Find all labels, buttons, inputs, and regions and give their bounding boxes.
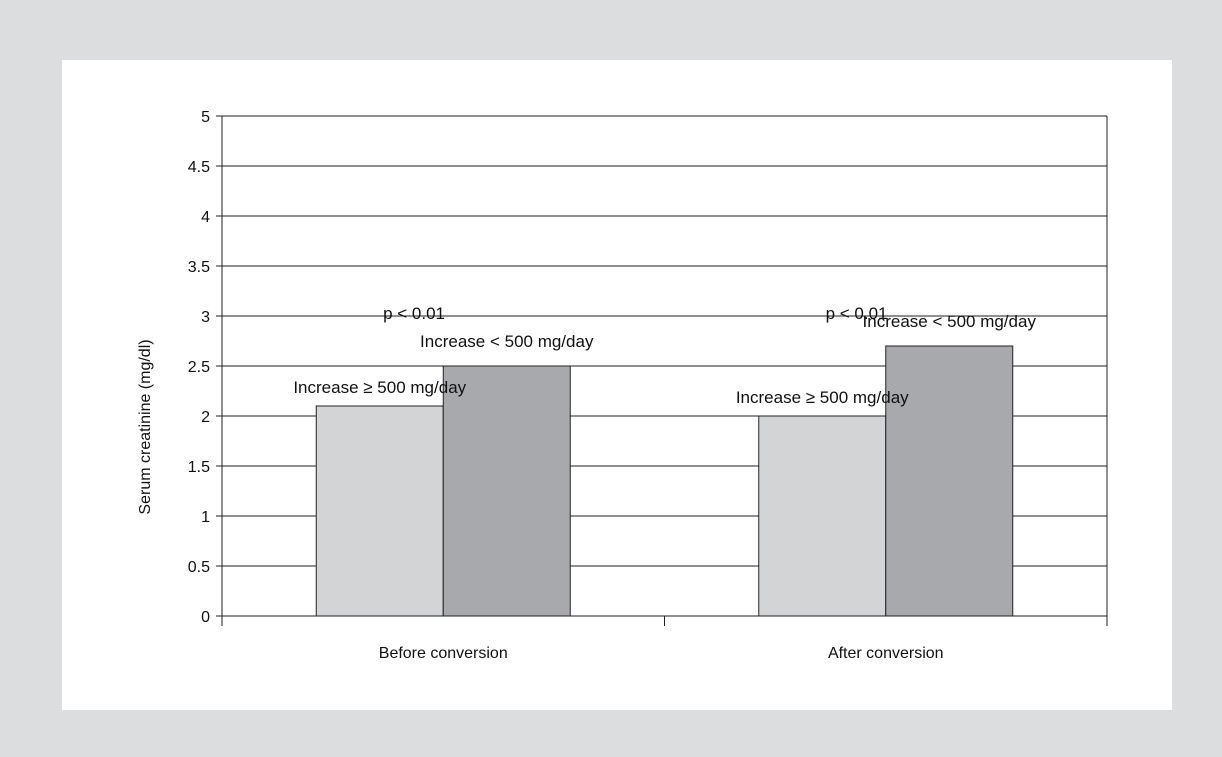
- bar-increase-lt-500: [885, 345, 1014, 617]
- x-category-label: Before conversion: [379, 645, 508, 662]
- y-tick-label: 2.5: [188, 359, 210, 376]
- y-tick-label: 0.5: [188, 559, 210, 576]
- p-value-annotation: p < 0.01: [383, 304, 445, 323]
- y-tick-label: 1.5: [188, 459, 210, 476]
- y-tick-label: 4: [201, 209, 210, 226]
- chart-panel: 0 0.5 1 1.5 2 2.5 3 3.5 4 4.5 5 Increase ≥ 500 mg/d…: [62, 60, 1172, 710]
- y-tick-label: 2: [201, 409, 210, 426]
- y-axis-label: Serum creatinine (mg/dl): [137, 339, 154, 514]
- y-tick-label: 0: [201, 609, 210, 626]
- y-tick-label: 5: [201, 109, 210, 126]
- bar-increase-ge-500: [315, 405, 444, 617]
- bar-series-label: Increase ≥ 500 mg/day: [736, 388, 909, 407]
- bar-series-label: Increase < 500 mg/day: [863, 312, 1037, 331]
- bar-series-label: Increase < 500 mg/day: [420, 332, 594, 351]
- y-tick-label: 4.5: [188, 159, 210, 176]
- labels: 0 0.5 1 1.5 2 2.5 3 3.5 4 4.5 5 Increase ≥ 500 mg/d…: [188, 109, 1037, 662]
- bar-increase-ge-500: [758, 415, 887, 617]
- p-value-annotation: p < 0.01: [826, 304, 888, 323]
- y-tick-label: 3: [201, 309, 210, 326]
- bar-series-label: Increase ≥ 500 mg/day: [293, 378, 466, 397]
- y-tick-label: 1: [201, 509, 210, 526]
- bar-increase-lt-500: [442, 365, 571, 617]
- bar-chart: 0 0.5 1 1.5 2 2.5 3 3.5 4 4.5 5 Increase ≥ 500 mg/d…: [137, 109, 1108, 662]
- y-tick-label: 3.5: [188, 259, 210, 276]
- axes: [216, 115, 1108, 626]
- x-category-label: After conversion: [828, 645, 944, 662]
